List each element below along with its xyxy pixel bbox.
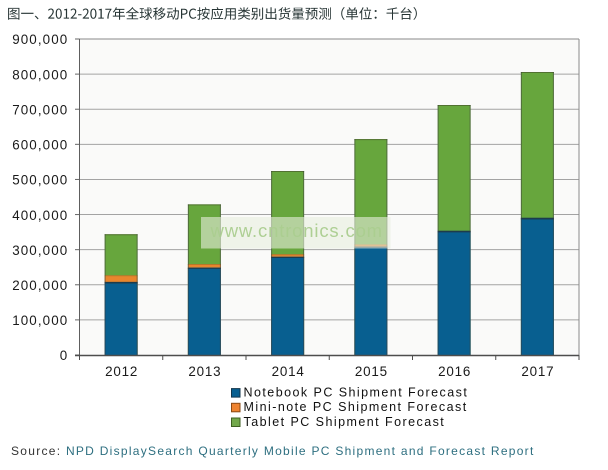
svg-text:2015: 2015	[355, 364, 388, 379]
svg-text:Notebook PC Shipment Forecast: Notebook PC Shipment Forecast	[244, 385, 469, 399]
svg-text:700,000: 700,000	[12, 102, 68, 117]
svg-text:2013: 2013	[188, 364, 221, 379]
svg-text:100,000: 100,000	[12, 313, 68, 328]
svg-text:2012: 2012	[105, 364, 138, 379]
svg-text:2014: 2014	[272, 364, 305, 379]
svg-text:Tablet PC Shipment Forecast: Tablet PC Shipment Forecast	[244, 415, 446, 429]
svg-text:2017: 2017	[521, 364, 554, 379]
svg-text:2016: 2016	[438, 364, 471, 379]
svg-text:200,000: 200,000	[12, 278, 68, 293]
svg-text:Source: NPD DisplaySearch Quar: Source: NPD DisplaySearch Quarterly Mobi…	[11, 444, 535, 458]
svg-text:600,000: 600,000	[12, 138, 68, 153]
svg-text:300,000: 300,000	[12, 243, 68, 258]
svg-text:0: 0	[60, 348, 69, 363]
svg-text:500,000: 500,000	[12, 173, 68, 188]
svg-text:800,000: 800,000	[12, 67, 68, 82]
svg-text:www.cntronics.com: www.cntronics.com	[210, 220, 383, 241]
svg-text:Mini-note PC Shipment Forecast: Mini-note PC Shipment Forecast	[244, 400, 468, 414]
svg-text:900,000: 900,000	[12, 32, 68, 47]
svg-text:400,000: 400,000	[12, 208, 68, 223]
